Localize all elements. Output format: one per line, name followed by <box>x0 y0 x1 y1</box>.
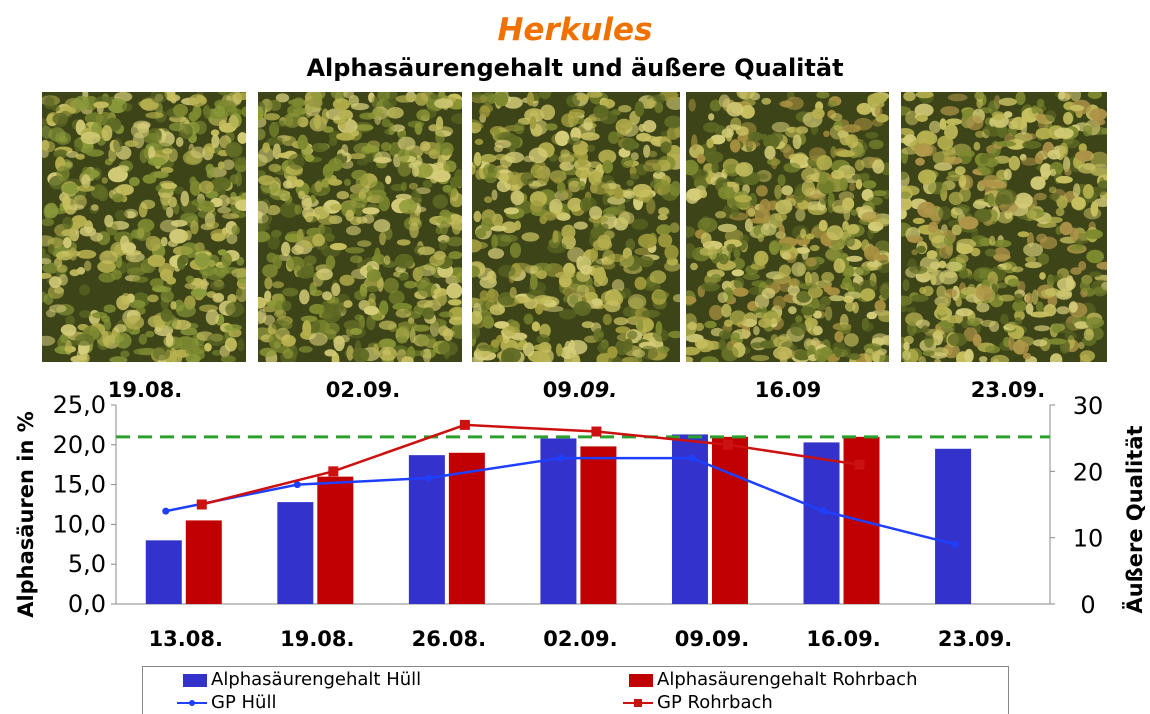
y2-axis-title: Äußere Qualität <box>1122 425 1147 613</box>
photo-label-3-main: 09. <box>542 378 580 402</box>
legend-swatch-huell-bar <box>183 673 207 687</box>
bar-rohrbach <box>580 446 617 604</box>
legend-label-gp-rohrbach: GP Rohrbach <box>657 692 773 713</box>
bar-huell <box>145 540 182 604</box>
line-gp-rohrbach <box>201 423 860 506</box>
chart-title: Herkules <box>497 12 653 48</box>
point-gp-huell <box>951 540 959 548</box>
bar-huell <box>935 448 972 604</box>
photo-label-3-italic: 09. <box>580 378 618 402</box>
point-gp-rohrbach <box>591 426 602 437</box>
y-tick-label-left: 25,0 <box>53 391 106 419</box>
photo-label-2: 02.09. <box>325 378 401 402</box>
legend-swatch-gp-rohrbach <box>623 696 653 710</box>
bar-huell <box>277 502 314 604</box>
x-tick-label: 02.09. <box>543 627 617 651</box>
bar-rohrbach <box>185 520 222 604</box>
point-gp-huell <box>293 481 301 489</box>
y-tick-label-left: 10,0 <box>53 510 106 538</box>
legend-item-rohrbach-bar: Alphasäurengehalt Rohrbach <box>629 669 917 691</box>
legend-label-huell-bar: Alphasäurengehalt Hüll <box>211 669 422 690</box>
point-gp-huell <box>425 474 433 482</box>
bar-rohrbach <box>317 476 354 604</box>
legend-label-gp-huell: GP Hüll <box>211 692 277 713</box>
bar-rohrbach <box>448 452 485 604</box>
bar-rohrbach <box>711 436 748 604</box>
y-tick-label-right: 0 <box>1080 591 1095 619</box>
hop-photo-5 <box>901 92 1107 362</box>
y-tick-label-right: 10 <box>1073 525 1104 553</box>
bar-huell <box>540 438 577 604</box>
y-axis-title: Alphasäuren in % <box>14 411 38 618</box>
point-gp-huell <box>820 507 828 515</box>
hop-photo-2 <box>258 92 462 362</box>
photo-label-3: 09.09. <box>475 376 685 404</box>
x-tick-label: 19.08. <box>280 627 354 651</box>
y-tick-label-left: 15,0 <box>53 471 106 499</box>
y-tick-label-left: 20,0 <box>53 431 106 459</box>
legend-label-rohrbach-bar: Alphasäurengehalt Rohrbach <box>657 669 918 690</box>
chart-legend: Alphasäurengehalt Hüll Alphasäurengehalt… <box>142 666 1009 714</box>
chart-subtitle: Alphasäurengehalt und äußere Qualität <box>306 54 844 82</box>
point-gp-rohrbach <box>196 499 207 510</box>
point-gp-rohrbach <box>722 439 733 450</box>
hop-photo-4 <box>686 92 889 362</box>
legend-swatch-gp-huell <box>177 696 207 710</box>
point-gp-rohrbach <box>854 459 865 470</box>
x-tick-label: 23.09. <box>938 627 1012 651</box>
legend-item-huell-bar: Alphasäurengehalt Hüll <box>183 669 421 691</box>
legend-swatch-rohrbach-bar <box>629 673 653 687</box>
photo-label-4: 16.09 <box>754 378 822 402</box>
y-tick-label-left: 5,0 <box>68 550 106 578</box>
bar-huell <box>803 442 840 604</box>
point-gp-huell <box>688 454 696 462</box>
x-tick-label: 13.08. <box>149 627 223 651</box>
x-tick-label: 26.08. <box>412 627 486 651</box>
legend-item-gp-rohrbach: GP Rohrbach <box>623 692 773 714</box>
point-gp-rohrbach <box>459 419 470 430</box>
photo-label-5: 23.09. <box>970 378 1046 402</box>
hop-photo-3 <box>472 92 680 362</box>
point-gp-huell <box>556 454 564 462</box>
legend-item-gp-huell: GP Hüll <box>177 692 276 714</box>
y-tick-label-right: 30 <box>1073 392 1104 420</box>
point-gp-huell <box>162 507 170 515</box>
y-tick-label-left: 0,0 <box>68 590 106 618</box>
y-tick-label-right: 20 <box>1073 458 1104 486</box>
point-gp-rohrbach <box>328 466 339 477</box>
x-tick-label: 16.09. <box>806 627 880 651</box>
photo-label-1: 19.08. <box>107 378 183 402</box>
hop-photo-1 <box>42 92 246 362</box>
x-tick-label: 09.09. <box>675 627 749 651</box>
